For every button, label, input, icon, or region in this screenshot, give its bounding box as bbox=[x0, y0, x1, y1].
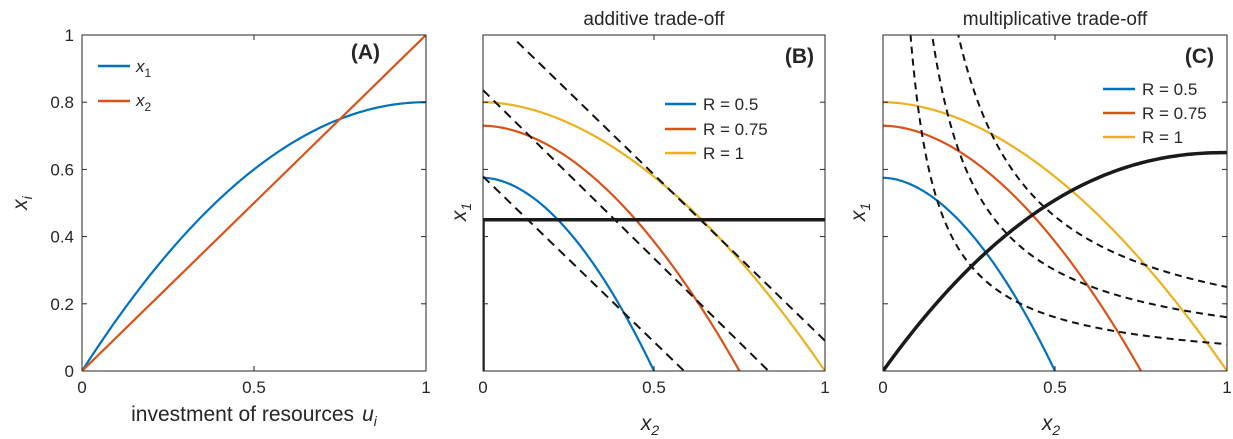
panel-c-title: multiplicative trade-off bbox=[963, 9, 1148, 30]
panel-a-ytick-label: 0.6 bbox=[50, 160, 74, 179]
panel-b: 0 0.5 1 additive trade-off (B) R = 0.5 R =… bbox=[448, 9, 830, 438]
panel-c-ylabel: x1 bbox=[847, 203, 873, 222]
panel-b-xtick-label: 0.5 bbox=[642, 378, 666, 397]
panel-b-legend-text-2: R = 0.75 bbox=[703, 120, 768, 139]
panel-a-series-line-2 bbox=[82, 35, 426, 371]
panel-a-label: (A) bbox=[351, 41, 380, 64]
panel-a-ylabel: xi bbox=[9, 195, 35, 211]
panel-c-legend-text-1: R = 0.5 bbox=[1142, 80, 1197, 99]
panel-a-series-line-1 bbox=[82, 101, 426, 371]
panel-b-boundary-line bbox=[483, 218, 825, 371]
panel-a-ytick-label: 0.8 bbox=[50, 93, 74, 112]
panel-b-xtick-label: 0 bbox=[478, 378, 487, 397]
panel-c-legend-text-3: R = 1 bbox=[1142, 128, 1183, 147]
panel-b-axes-box bbox=[482, 34, 826, 372]
panel-a-xlabel: investment of resources ui bbox=[131, 403, 378, 429]
panel-c-series-line-3 bbox=[883, 101, 1227, 371]
panel-b-series-line-1 bbox=[483, 176, 655, 371]
panel-b-legend-text-3: R = 1 bbox=[703, 144, 744, 163]
panel-a-ytick-label: 1 bbox=[65, 26, 74, 45]
panel-a-legend: x1 x2 bbox=[98, 57, 152, 114]
panel-a-xtick-label: 0.5 bbox=[242, 378, 266, 397]
panel-a-legend-text-1: x1 bbox=[135, 57, 152, 80]
panel-b-dashed-line-2 bbox=[483, 89, 770, 371]
panel-c-xtick-label: 1 bbox=[1222, 378, 1231, 397]
panel-c-dashed-curve-1 bbox=[909, 35, 1227, 346]
panel-a: 0 0.5 1 0 0.2 0.4 0.6 0.8 1 (A) x1 x2 investment… bbox=[9, 26, 431, 429]
panel-c-series-line-1 bbox=[883, 176, 1056, 371]
panel-b-legend: R = 0.5 R = 0.75 R = 1 bbox=[665, 95, 768, 163]
panel-b-title: additive trade-off bbox=[583, 9, 725, 30]
panel-b-series-layer bbox=[483, 41, 825, 371]
panel-c-ticks: 0 0.5 1 bbox=[878, 34, 1232, 397]
panel-a-series-layer bbox=[82, 35, 426, 371]
panel-a-ticks: 0 0.5 1 0 0.2 0.4 0.6 0.8 1 bbox=[50, 26, 430, 397]
panel-c-xtick-label: 0 bbox=[878, 378, 887, 397]
panel-b-series-line-2 bbox=[483, 124, 741, 371]
panel-a-xtick-label: 0 bbox=[77, 378, 86, 397]
panel-c-series-line-2 bbox=[883, 124, 1142, 371]
panel-c-legend: R = 0.5 R = 0.75 R = 1 bbox=[1103, 80, 1207, 147]
panel-b-label: (B) bbox=[785, 45, 814, 68]
panel-b-ylabel: x1 bbox=[448, 203, 474, 222]
panel-b-xtick-label: 1 bbox=[820, 378, 829, 397]
panel-c-boundary-curve bbox=[883, 150, 1227, 371]
panel-b-legend-text-1: R = 0.5 bbox=[703, 95, 758, 114]
panel-c-dashed-curve-2 bbox=[931, 35, 1227, 319]
panel-b-dashed-line-3 bbox=[516, 41, 825, 342]
panel-c-series-layer bbox=[883, 35, 1227, 371]
panel-b-series-line-3 bbox=[483, 101, 825, 371]
panel-b-dashed-line-1 bbox=[483, 175, 685, 371]
panel-a-ytick-label: 0 bbox=[65, 362, 74, 381]
panel-b-ticks: 0 0.5 1 bbox=[478, 34, 830, 397]
panel-c-xtick-label: 0.5 bbox=[1043, 378, 1067, 397]
panel-a-ytick-label: 0.4 bbox=[50, 228, 74, 247]
panel-b-xlabel: x2 bbox=[640, 412, 660, 438]
panel-c: 0 0.5 1 multiplicative trade-off (C) R = 0… bbox=[847, 9, 1232, 438]
panel-c-legend-text-2: R = 0.75 bbox=[1142, 104, 1207, 123]
panel-a-xtick-label: 1 bbox=[421, 378, 430, 397]
panel-a-legend-text-2: x2 bbox=[135, 91, 152, 114]
panel-a-ytick-label: 0.2 bbox=[50, 295, 74, 314]
panel-c-label: (C) bbox=[1185, 45, 1214, 68]
panel-c-dashed-curve-3 bbox=[957, 35, 1227, 288]
panel-c-xlabel: x2 bbox=[1041, 412, 1061, 438]
